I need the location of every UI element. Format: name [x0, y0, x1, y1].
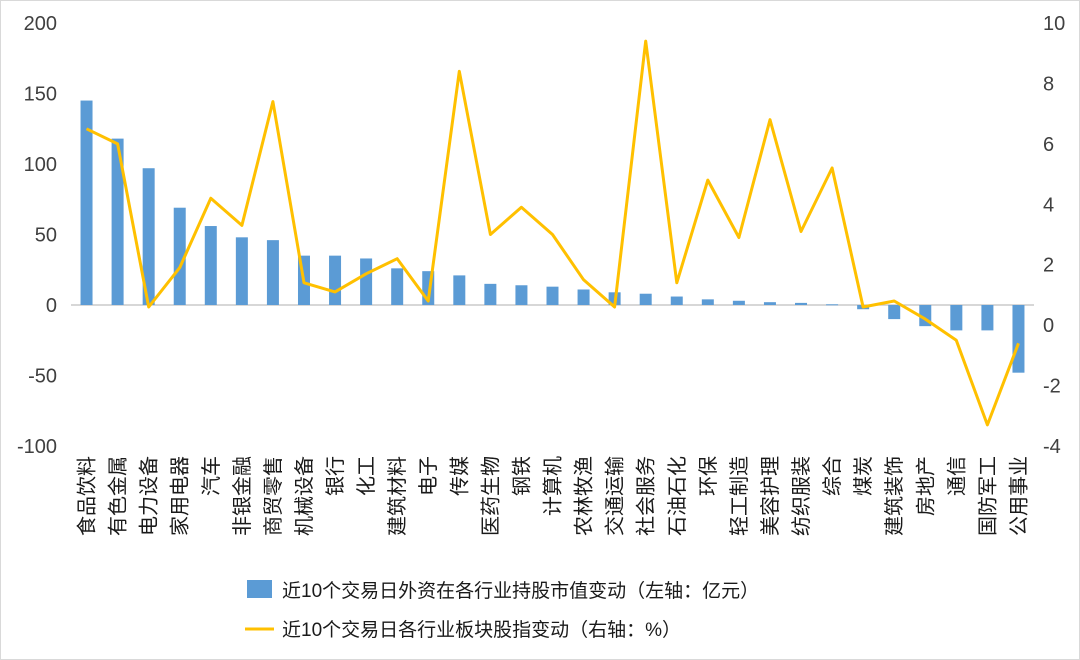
category-label: 电子 — [417, 456, 440, 496]
bar — [546, 286, 559, 305]
bar — [235, 237, 248, 305]
right-tick-label: 8 — [1043, 73, 1054, 95]
bar — [1012, 305, 1025, 373]
category-label: 传媒 — [448, 456, 471, 496]
bar — [360, 258, 373, 305]
legend-line-label: 近10个交易日各行业板块股指变动（右轴：%） — [282, 619, 681, 641]
bar — [763, 302, 776, 305]
bar — [266, 240, 279, 305]
category-label: 银行 — [324, 456, 347, 496]
bar — [950, 305, 963, 331]
left-tick-label: -100 — [17, 436, 57, 458]
category-label: 建筑材料 — [386, 456, 409, 536]
bar-series — [80, 100, 1025, 373]
category-label: 房地产 — [914, 456, 937, 516]
bar — [80, 100, 93, 305]
bar — [826, 304, 839, 306]
category-label: 化工 — [355, 456, 378, 496]
bar — [111, 138, 124, 305]
category-label: 交通运输 — [604, 456, 627, 536]
bar — [795, 302, 808, 305]
left-tick-label: 200 — [24, 13, 57, 35]
right-axis: 10 8 6 4 2 0 -2 -4 — [1043, 13, 1065, 458]
right-tick-label: 10 — [1043, 13, 1065, 35]
bar — [732, 300, 745, 305]
category-label: 石油石化 — [666, 456, 689, 536]
right-tick-label: -2 — [1043, 376, 1061, 398]
bar — [888, 305, 901, 320]
bar — [142, 168, 155, 305]
left-tick-label: 150 — [24, 84, 57, 106]
bar — [577, 289, 590, 305]
category-label: 电力设备 — [138, 456, 161, 536]
right-tick-label: 6 — [1043, 134, 1054, 156]
bar — [391, 268, 404, 305]
bar — [639, 293, 652, 305]
category-label: 公用事业 — [1007, 456, 1030, 536]
bar — [173, 207, 186, 305]
category-label: 环保 — [697, 456, 720, 496]
line-series — [85, 39, 1020, 427]
right-tick-label: 0 — [1043, 315, 1054, 337]
right-tick-label: 2 — [1043, 255, 1054, 277]
category-label: 汽车 — [200, 456, 223, 496]
bar — [453, 275, 466, 305]
bar — [981, 305, 994, 331]
bar — [515, 285, 528, 305]
category-label: 轻工制造 — [728, 456, 751, 536]
category-label: 综合 — [821, 456, 844, 496]
category-label: 医药生物 — [479, 456, 502, 536]
category-label: 计算机 — [542, 456, 565, 516]
category-label: 煤炭 — [852, 456, 875, 496]
category-label: 社会服务 — [635, 456, 658, 536]
category-label: 农林牧渔 — [573, 456, 596, 536]
left-tick-label: -50 — [28, 366, 57, 388]
category-label: 商贸零售 — [262, 456, 285, 536]
category-label: 美容护理 — [759, 456, 782, 536]
category-labels: 食品饮料 有色金属 电力设备 家用电器 汽车 非银金融 商贸零售 机械设备 银行 化工 建筑材料 电子… — [76, 456, 1031, 536]
legend-bar-label: 近10个交易日外资在各行业持股市值变动（左轴：亿元） — [282, 580, 759, 602]
category-label: 有色金属 — [107, 456, 130, 536]
bar — [329, 255, 342, 305]
left-axis: 200 150 100 50 0 -50 -100 — [17, 13, 57, 458]
bar — [701, 299, 714, 305]
category-label: 建筑装饰 — [883, 456, 906, 536]
category-label: 钢铁 — [510, 456, 533, 496]
right-tick-label: 4 — [1043, 194, 1054, 216]
bar — [484, 283, 497, 305]
bar — [204, 226, 217, 305]
left-tick-label: 50 — [35, 225, 57, 247]
category-label: 食品饮料 — [76, 456, 99, 536]
category-label: 通信 — [945, 456, 968, 496]
legend-bar-swatch — [247, 580, 272, 598]
bar — [670, 296, 683, 305]
category-label: 非银金融 — [231, 456, 254, 536]
left-tick-label: 100 — [24, 154, 57, 176]
left-tick-label: 0 — [46, 295, 57, 317]
category-label: 家用电器 — [169, 456, 192, 536]
legend: 近10个交易日外资在各行业持股市值变动（左轴：亿元） 近10个交易日各行业板块股… — [245, 580, 759, 641]
category-label: 国防军工 — [976, 456, 999, 536]
category-label: 机械设备 — [293, 456, 316, 536]
right-tick-label: -4 — [1043, 436, 1061, 458]
category-label: 纺织服装 — [790, 456, 813, 536]
